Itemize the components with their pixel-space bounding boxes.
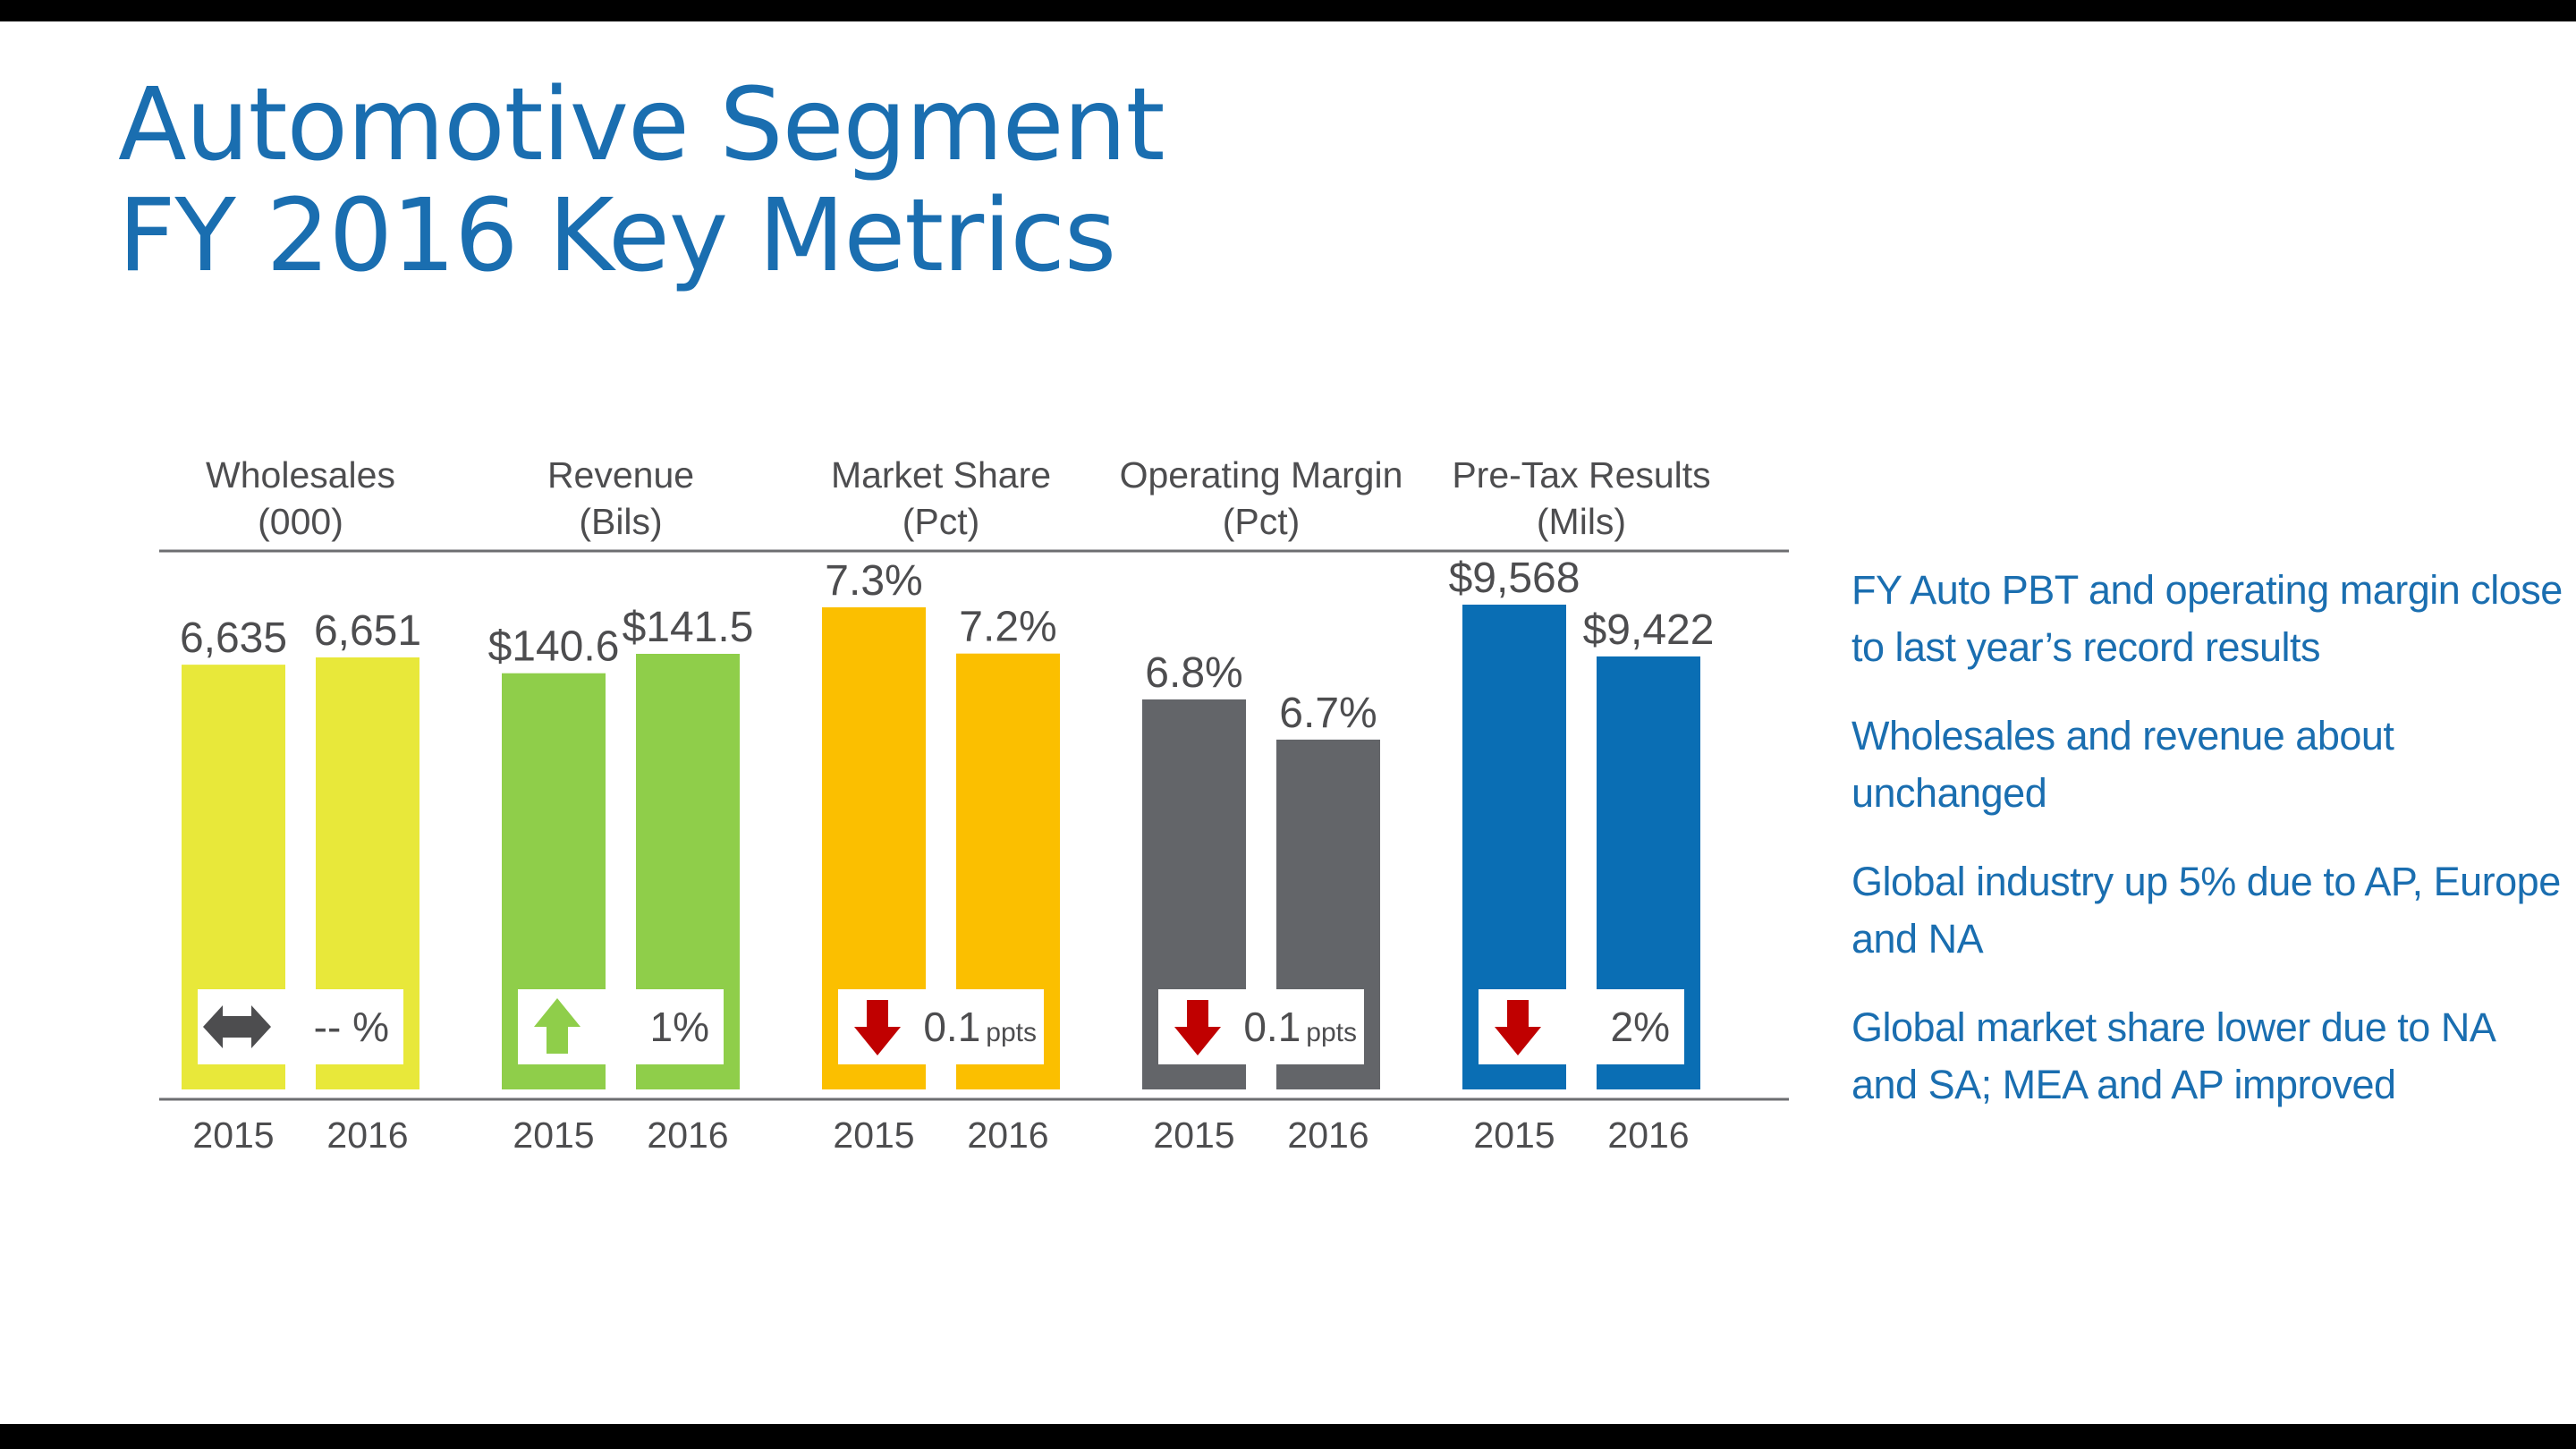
- commentary-list: FY Auto PBT and operating margin close t…: [1852, 562, 2567, 1145]
- commentary-item: Global industry up 5% due to AP, Europe …: [1852, 859, 2561, 962]
- change-value: 0.1 ppts: [1243, 1004, 1357, 1050]
- panel-unit: (Pct): [902, 501, 980, 542]
- panel-title: Wholesales: [206, 454, 395, 496]
- top-border: [0, 0, 2576, 21]
- x-tick-label: 2015: [833, 1114, 914, 1156]
- change-unit: ppts: [986, 1018, 1037, 1047]
- title-line-2: FY 2016 Key Metrics: [118, 178, 1116, 294]
- x-tick-label: 2016: [967, 1114, 1048, 1156]
- change-value: 1%: [650, 1004, 709, 1050]
- change-value: 0.1 ppts: [923, 1004, 1037, 1050]
- x-tick-label: 2015: [192, 1114, 274, 1156]
- x-tick-label: 2016: [1607, 1114, 1689, 1156]
- data-label: $9,422: [1583, 606, 1715, 654]
- panel-title: Operating Margin: [1120, 454, 1403, 496]
- up-arrow-icon: [534, 998, 580, 1054]
- panel-unit: (Mils): [1537, 501, 1626, 542]
- page-title: Automotive Segment FY 2016 Key Metrics: [118, 67, 1165, 294]
- data-label: $141.5: [623, 604, 754, 651]
- panel-unit: (Pct): [1223, 501, 1301, 542]
- change-number: 1%: [650, 1004, 709, 1050]
- change-number: 0.1: [923, 1004, 980, 1050]
- panel-title: Market Share: [831, 454, 1051, 496]
- x-tick-label: 2015: [513, 1114, 594, 1156]
- down-arrow-icon: [1495, 1000, 1541, 1055]
- data-label: 6,635: [180, 614, 287, 662]
- commentary-item: Global market share lower due to NA and …: [1852, 1004, 2494, 1107]
- data-label: 7.3%: [825, 557, 922, 605]
- data-label: 6.8%: [1145, 649, 1242, 697]
- panel-unit: (Bils): [579, 501, 662, 542]
- data-label: $9,568: [1449, 555, 1580, 602]
- panel-title: Revenue: [547, 454, 694, 496]
- change-value: 2%: [1611, 1004, 1670, 1050]
- change-number: 0.1: [1243, 1004, 1301, 1050]
- title-line-1: Automotive Segment: [118, 67, 1165, 183]
- down-arrow-icon: [1174, 1000, 1221, 1055]
- panel-unit: (000): [258, 501, 343, 542]
- change-unit: ppts: [1306, 1018, 1357, 1047]
- commentary-item: FY Auto PBT and operating margin close t…: [1852, 567, 2563, 670]
- data-label: 6,651: [314, 607, 421, 655]
- change-number: -- %: [314, 1004, 389, 1050]
- data-label: 6.7%: [1279, 690, 1377, 737]
- panel-title: Pre-Tax Results: [1452, 454, 1710, 496]
- x-tick-label: 2016: [647, 1114, 728, 1156]
- data-label: $140.6: [488, 623, 620, 671]
- commentary-item: Wholesales and revenue about unchanged: [1852, 713, 2394, 816]
- x-tick-label: 2015: [1473, 1114, 1555, 1156]
- change-number: 2%: [1611, 1004, 1670, 1050]
- bottom-border: [0, 1424, 2576, 1449]
- down-arrow-icon: [854, 1000, 901, 1055]
- x-tick-label: 2015: [1153, 1114, 1234, 1156]
- data-label: 7.2%: [959, 604, 1056, 651]
- double-arrow-icon: [203, 1005, 271, 1048]
- x-tick-label: 2016: [326, 1114, 408, 1156]
- change-value: -- %: [314, 1004, 389, 1050]
- x-tick-label: 2016: [1287, 1114, 1368, 1156]
